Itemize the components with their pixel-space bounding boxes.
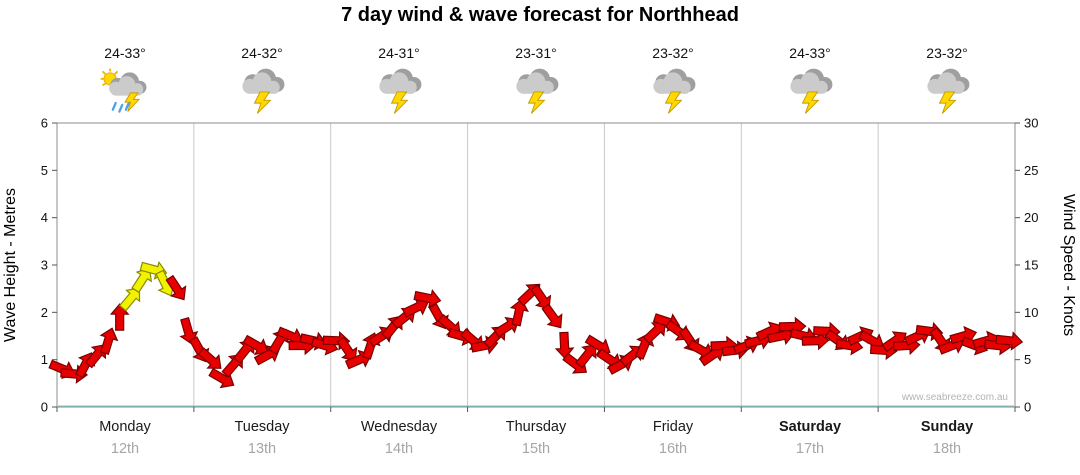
left-axis-label: Wave Height - Metres — [2, 188, 19, 342]
wind-arrow — [801, 330, 830, 351]
temp-range: 24-33° — [789, 45, 831, 61]
temp-range: 23-32° — [652, 45, 694, 61]
day-name-label: Sunday — [920, 419, 974, 435]
right-tick-label: 25 — [1024, 163, 1038, 178]
watermark: www.seabreeze.com.au — [901, 392, 1008, 403]
left-tick-label: 0 — [41, 400, 48, 415]
wind-arrow — [197, 347, 222, 369]
day-name-label: Friday — [652, 419, 694, 435]
left-tick-label: 6 — [41, 116, 48, 131]
left-tick-label: 3 — [41, 258, 48, 273]
day-date-label: 17th — [795, 441, 825, 457]
plot-border — [56, 122, 1016, 408]
wind-arrow-strong — [131, 267, 153, 294]
wind-arrow — [995, 331, 1024, 351]
right-axis-label: Wind Speed - Knots — [1060, 194, 1077, 336]
wind-arrow — [99, 327, 119, 356]
day-name-label: Monday — [99, 419, 151, 435]
day-name-label: Tuesday — [234, 419, 290, 435]
day-name-label: Saturday — [778, 419, 842, 435]
day-date-label: 13th — [247, 441, 277, 457]
wind-arrow — [242, 334, 269, 356]
wind-arrow — [336, 336, 358, 362]
wind-arrow — [642, 321, 666, 344]
wind-arrow — [541, 303, 563, 329]
temp-range: 24-31° — [378, 45, 420, 61]
right-tick-label: 30 — [1024, 116, 1038, 131]
page-title: 7 day wind & wave forecast for Northhead — [341, 4, 739, 26]
axes-ticks: 0 1 2 3 4 5 6 0 5 10 15 20 25 30 — [41, 116, 1039, 415]
left-tick-label: 2 — [41, 305, 48, 320]
wind-arrow — [554, 331, 575, 360]
wind-arrow — [165, 274, 187, 301]
wind-arrow — [402, 297, 429, 318]
wind-arrow — [413, 288, 442, 309]
wind-arrow — [509, 298, 529, 327]
gridlines — [193, 123, 879, 407]
right-tick-label: 5 — [1024, 352, 1031, 367]
wind-arrow — [575, 344, 597, 369]
day-name-label: Thursday — [505, 419, 567, 435]
wind-arrow-strong — [118, 287, 141, 312]
day-date-label: 14th — [384, 441, 414, 457]
temp-range: 24-33° — [104, 45, 146, 61]
left-tick-label: 5 — [41, 163, 48, 178]
day-date-label: 12th — [110, 441, 140, 457]
temp-range: 23-31° — [515, 45, 557, 61]
right-tick-label: 0 — [1024, 400, 1031, 415]
wind-wave-arrows — [48, 260, 1024, 389]
day-date-label: 15th — [521, 441, 551, 457]
temp-range: 24-32° — [241, 45, 283, 61]
right-tick-label: 15 — [1024, 258, 1038, 273]
left-tick-label: 1 — [41, 352, 48, 367]
day-date-label: 18th — [932, 441, 962, 457]
wind-arrow — [179, 316, 199, 345]
left-tick-label: 4 — [41, 210, 48, 225]
right-tick-label: 10 — [1024, 305, 1038, 320]
temp-range: 23-32° — [926, 45, 968, 61]
day-date-label: 16th — [658, 441, 688, 457]
wind-arrow — [755, 321, 783, 342]
right-tick-label: 20 — [1024, 210, 1038, 225]
wind-arrow — [530, 284, 552, 310]
day-name-label: Wednesday — [360, 419, 438, 435]
